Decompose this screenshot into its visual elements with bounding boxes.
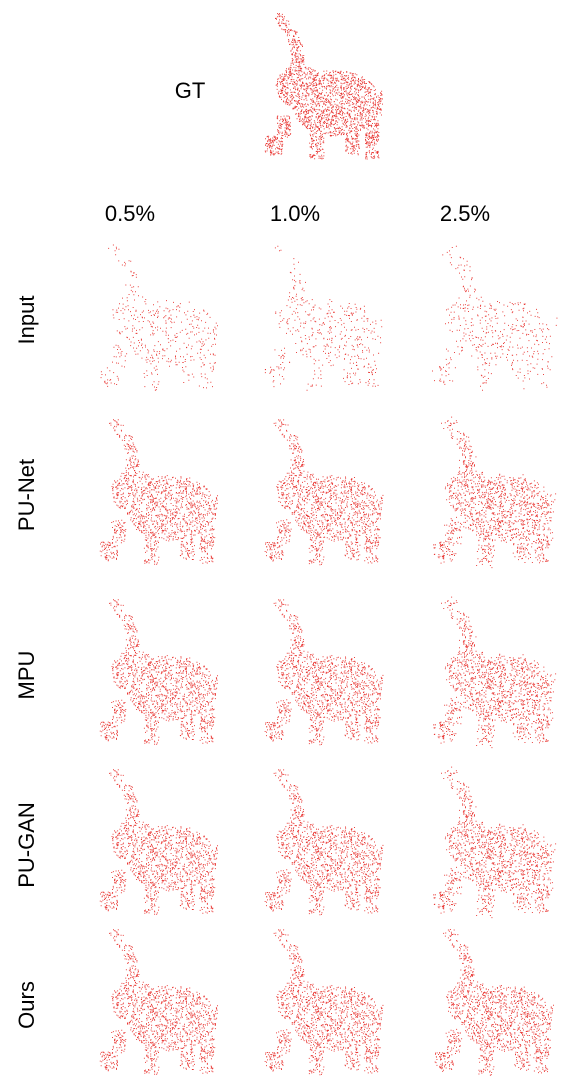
point-cloud (265, 14, 383, 159)
point-cloud (100, 600, 218, 745)
point-cloud (265, 930, 384, 1075)
point-cloud (433, 597, 556, 748)
row-label: MPU (14, 651, 39, 700)
point-cloud (100, 420, 218, 565)
gt-label: GT (175, 78, 206, 103)
point-cloud (432, 246, 557, 390)
row-label: PU-Net (14, 459, 39, 531)
point-cloud (265, 600, 384, 745)
figure: GT 0.5% 1.0% 2.5% Input PU-Net MPU PU-GAN Ours (0, 0, 574, 1082)
point-cloud (265, 420, 384, 565)
point-cloud (265, 246, 382, 390)
column-header: 1.0% (270, 201, 320, 226)
column-header: 0.5% (105, 201, 155, 226)
point-cloud (435, 930, 554, 1076)
column-header: 2.5% (440, 201, 490, 226)
point-cloud (265, 770, 384, 915)
row-label: Input (14, 296, 39, 345)
point-cloud (100, 770, 218, 915)
point-cloud (100, 930, 218, 1075)
point-cloud (433, 417, 556, 567)
point-cloud (433, 767, 556, 918)
point-cloud (101, 245, 218, 390)
row-label: PU-GAN (14, 802, 39, 888)
row-label: Ours (14, 981, 39, 1029)
